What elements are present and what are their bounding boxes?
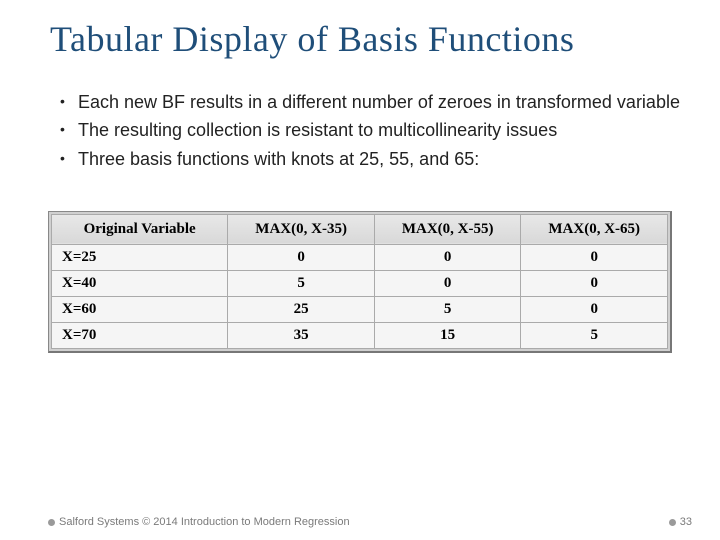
footer-bullet-icon (48, 519, 55, 526)
cell: 0 (521, 244, 668, 270)
footer-text: Salford Systems © 2014 Introduction to M… (59, 516, 350, 528)
basis-table-container: Original Variable MAX(0, X-35) MAX(0, X-… (48, 211, 672, 353)
slide-footer: Salford Systems © 2014 Introduction to M… (0, 516, 720, 528)
bullet-text: Three basis functions with knots at 25, … (78, 147, 680, 171)
footer-bullet-icon (669, 519, 676, 526)
cell: 15 (374, 322, 521, 348)
cell: 5 (521, 322, 668, 348)
list-item: • The resulting collection is resistant … (60, 118, 680, 142)
bullet-list: • Each new BF results in a different num… (0, 70, 720, 171)
footer-left: Salford Systems © 2014 Introduction to M… (48, 516, 350, 528)
table-row: X=40 5 0 0 (52, 270, 668, 296)
bullet-icon: • (60, 147, 78, 168)
bullet-icon: • (60, 90, 78, 111)
table-row: X=60 25 5 0 (52, 296, 668, 322)
cell: 25 (228, 296, 375, 322)
row-label: X=25 (52, 244, 228, 270)
cell: 35 (228, 322, 375, 348)
cell: 0 (521, 270, 668, 296)
col-header: MAX(0, X-35) (228, 214, 375, 244)
row-label: X=40 (52, 270, 228, 296)
cell: 5 (374, 296, 521, 322)
cell: 0 (374, 244, 521, 270)
cell: 5 (228, 270, 375, 296)
table-row: X=25 0 0 0 (52, 244, 668, 270)
table-row: X=70 35 15 5 (52, 322, 668, 348)
basis-table: Original Variable MAX(0, X-35) MAX(0, X-… (51, 214, 668, 349)
col-header: MAX(0, X-65) (521, 214, 668, 244)
cell: 0 (228, 244, 375, 270)
row-label: X=70 (52, 322, 228, 348)
table-header-row: Original Variable MAX(0, X-35) MAX(0, X-… (52, 214, 668, 244)
bullet-text: The resulting collection is resistant to… (78, 118, 680, 142)
cell: 0 (374, 270, 521, 296)
list-item: • Three basis functions with knots at 25… (60, 147, 680, 171)
cell: 0 (521, 296, 668, 322)
footer-right: 33 (669, 516, 692, 528)
bullet-text: Each new BF results in a different numbe… (78, 90, 680, 114)
page-number: 33 (680, 516, 692, 528)
col-header: MAX(0, X-55) (374, 214, 521, 244)
col-header: Original Variable (52, 214, 228, 244)
bullet-icon: • (60, 118, 78, 139)
list-item: • Each new BF results in a different num… (60, 90, 680, 114)
page-title: Tabular Display of Basis Functions (0, 0, 720, 70)
row-label: X=60 (52, 296, 228, 322)
